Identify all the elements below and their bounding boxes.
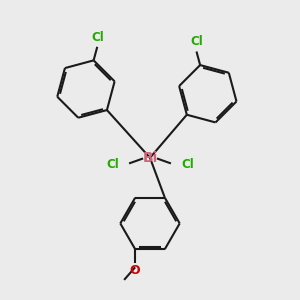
- Text: Cl: Cl: [181, 158, 194, 171]
- Text: Bi: Bi: [142, 151, 158, 165]
- Text: Cl: Cl: [190, 35, 203, 48]
- Text: O: O: [130, 264, 140, 277]
- Text: Cl: Cl: [91, 31, 103, 44]
- Text: Cl: Cl: [106, 158, 119, 171]
